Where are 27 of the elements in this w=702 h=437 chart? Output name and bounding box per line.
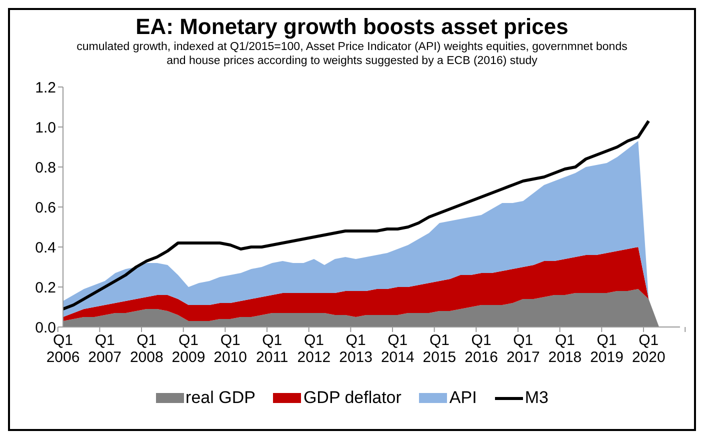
- legend-label: GDP deflator: [303, 388, 402, 408]
- x-tick-label: Q1 2012: [297, 332, 331, 366]
- legend-label: M3: [524, 388, 548, 408]
- y-tick-label: 1.0: [35, 119, 56, 136]
- y-tick-label: 1.2: [35, 79, 56, 96]
- x-tick-label: Q1 2017: [506, 332, 540, 366]
- x-tick-label: Q1 2019: [590, 332, 624, 366]
- chart-title: EA: Monetary growth boosts asset prices: [134, 14, 570, 40]
- x-tick-label: Q1 2008: [130, 332, 164, 366]
- legend-label: API: [449, 388, 477, 408]
- x-tick-label: Q1 2015: [422, 332, 456, 366]
- x-tick-label: Q1 2020: [632, 332, 666, 366]
- x-tick-label: Q1 2013: [339, 332, 372, 366]
- x-tick-label: Q1 2011: [256, 332, 288, 366]
- x-tick-label: Q1 2009: [172, 332, 206, 366]
- line-series: [62, 120, 650, 310]
- y-tick-label: 0.2: [35, 279, 56, 296]
- y-tick-label: 0.8: [35, 159, 56, 176]
- y-tick-label: 0.4: [35, 239, 56, 256]
- chart-subtitle: cumulated growth, indexed at Q1/2015=100, Asset Price Indicator (API) weights equities, governmnet bonds and house prices according to weights suggested by a ECB (2016) study: [76, 40, 628, 68]
- y-tick-label: 0.6: [35, 199, 56, 216]
- x-tick-label: Q1 2016: [464, 332, 498, 366]
- x-tick-label: Q1 2007: [88, 332, 122, 366]
- legend-label: real GDP: [186, 388, 256, 408]
- x-tick-label: Q1 2014: [380, 332, 414, 366]
- x-tick-label: Q1 2018: [548, 332, 582, 366]
- x-tick-label: Q1 2010: [214, 332, 248, 366]
